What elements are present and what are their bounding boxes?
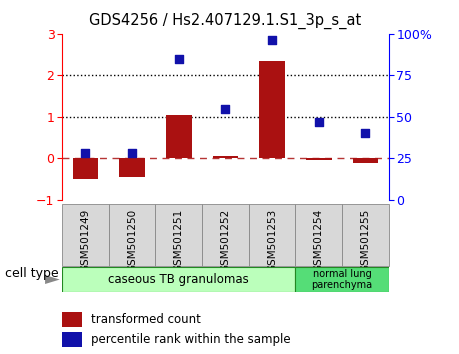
Bar — [259, 61, 284, 159]
Text: GSM501249: GSM501249 — [80, 209, 90, 272]
Text: GSM501252: GSM501252 — [220, 209, 230, 272]
Point — [361, 131, 368, 136]
Bar — [352, 159, 377, 162]
Point — [175, 56, 182, 62]
Text: GSM501254: GSM501254 — [313, 209, 323, 272]
Point — [314, 119, 322, 125]
Bar — [119, 159, 145, 177]
Text: GSM501255: GSM501255 — [359, 209, 369, 272]
Bar — [341, 204, 388, 266]
Text: GDS4256 / Hs2.407129.1.S1_3p_s_at: GDS4256 / Hs2.407129.1.S1_3p_s_at — [89, 12, 361, 29]
Text: GSM501253: GSM501253 — [267, 209, 276, 272]
Bar — [62, 312, 82, 327]
Bar — [305, 159, 331, 160]
Point — [221, 105, 229, 111]
Text: transformed count: transformed count — [91, 313, 201, 326]
Text: normal lung
parenchyma: normal lung parenchyma — [311, 269, 372, 291]
Bar — [155, 204, 202, 266]
Text: cell type: cell type — [5, 267, 58, 280]
Polygon shape — [45, 275, 60, 284]
Bar — [295, 204, 341, 266]
Bar — [166, 115, 191, 159]
Bar — [73, 159, 98, 179]
Bar — [202, 204, 248, 266]
Text: percentile rank within the sample: percentile rank within the sample — [91, 333, 291, 346]
Bar — [62, 204, 108, 266]
Bar — [108, 204, 155, 266]
Point — [128, 150, 135, 156]
Bar — [248, 204, 295, 266]
Text: caseous TB granulomas: caseous TB granulomas — [108, 273, 249, 286]
Text: GSM501251: GSM501251 — [174, 209, 183, 272]
Bar — [62, 332, 82, 347]
Bar — [295, 267, 388, 292]
Bar — [62, 267, 295, 292]
Point — [268, 38, 275, 43]
Bar — [212, 156, 238, 159]
Point — [82, 150, 89, 156]
Text: GSM501250: GSM501250 — [127, 209, 137, 272]
